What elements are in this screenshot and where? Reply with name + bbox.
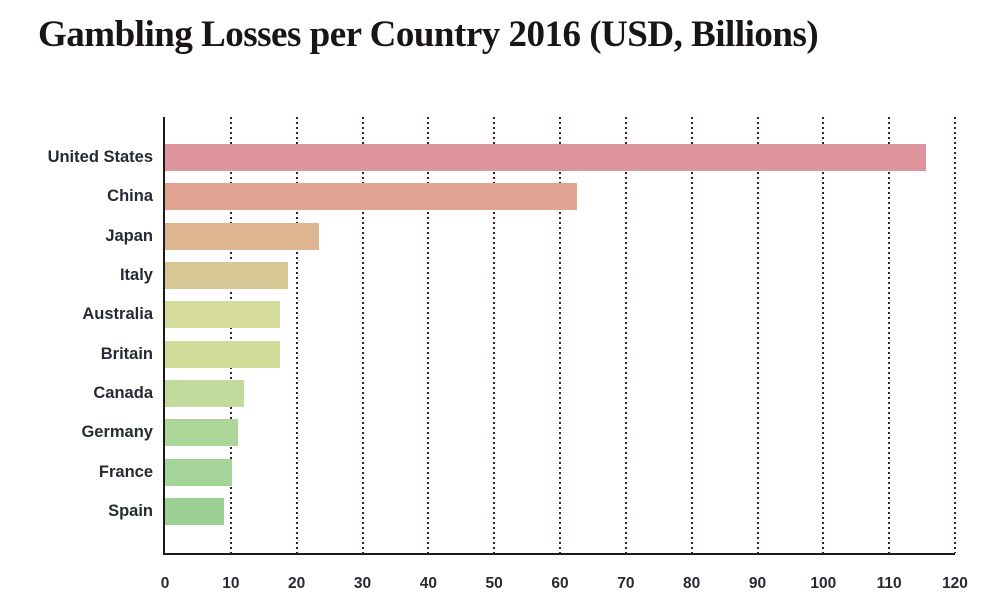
gridline-20: [295, 117, 298, 553]
gridline-40: [427, 117, 430, 553]
gridline-110: [888, 117, 891, 553]
bar-germany: [165, 419, 239, 447]
y-label-australia: Australia: [82, 305, 153, 324]
gridline-120: [954, 117, 956, 553]
bar-canada: [165, 380, 244, 408]
gridline-90: [756, 117, 759, 553]
x-tick-30: 30: [353, 575, 372, 592]
y-label-spain: Spain: [108, 502, 153, 521]
x-tick-100: 100: [810, 575, 837, 592]
bar-france: [165, 458, 233, 486]
y-label-germany: Germany: [81, 423, 153, 442]
x-tick-20: 20: [288, 575, 306, 592]
x-tick-10: 10: [222, 575, 240, 592]
bar-united-states: [165, 144, 927, 171]
y-label-italy: Italy: [119, 266, 153, 285]
x-tick-80: 80: [683, 575, 701, 592]
y-label-china: China: [107, 187, 153, 206]
gridline-80: [690, 117, 693, 553]
y-label-united-states: United States: [47, 148, 153, 166]
y-label-japan: Japan: [105, 226, 153, 245]
gridline-100: [822, 117, 825, 553]
x-tick-40: 40: [419, 575, 437, 592]
gridline-30: [361, 117, 364, 553]
bar-australia: [165, 301, 280, 329]
bar-spain: [165, 498, 224, 526]
y-label-britain: Britain: [100, 344, 153, 363]
x-tick-120: 120: [942, 575, 968, 592]
y-label-canada: Canada: [93, 384, 153, 403]
bar-china: [165, 183, 578, 211]
x-tick-50: 50: [485, 575, 503, 592]
chart-title: Gambling Losses per Country 2016 (USD, B…: [38, 14, 819, 55]
x-tick-70: 70: [617, 575, 635, 592]
bar-japan: [165, 222, 320, 250]
bar-britain: [165, 340, 280, 368]
plot-area: [163, 117, 956, 555]
bar-italy: [165, 262, 289, 290]
x-tick-0: 0: [160, 575, 170, 592]
gridline-10: [229, 117, 232, 553]
gridline-70: [624, 117, 627, 553]
y-label-france: France: [98, 462, 153, 481]
gridline-60: [559, 117, 561, 553]
x-tick-110: 110: [876, 575, 902, 592]
x-tick-60: 60: [551, 575, 569, 592]
gridline-50: [493, 117, 496, 553]
x-tick-90: 90: [748, 575, 767, 592]
